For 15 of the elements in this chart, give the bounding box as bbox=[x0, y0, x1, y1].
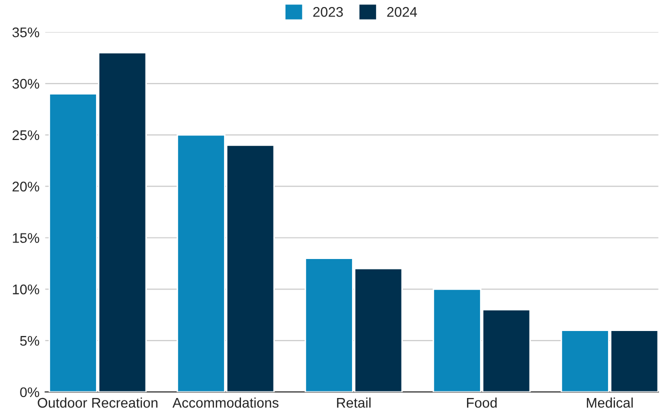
x-tick-label: Food bbox=[467, 398, 497, 408]
y-tick-label: 20% bbox=[12, 182, 40, 192]
x-tick-label: Accommodations bbox=[172, 398, 278, 408]
legend-label: 2023 bbox=[313, 7, 343, 17]
y-tick-label: 35% bbox=[12, 27, 40, 38]
y-tick-label: 15% bbox=[12, 233, 40, 243]
x-tick-label: Medical bbox=[586, 398, 633, 408]
y-tick-label: 25% bbox=[12, 130, 40, 140]
legend-label: 2024 bbox=[387, 7, 417, 17]
y-tick-label: 5% bbox=[20, 336, 40, 346]
y-tick-label: 30% bbox=[12, 78, 40, 89]
y-tick-label: 10% bbox=[12, 284, 40, 294]
y-tick-label: 0% bbox=[20, 387, 40, 398]
x-tick-label: Outdoor Recreation bbox=[38, 398, 158, 408]
x-tick-label: Retail bbox=[337, 398, 371, 408]
